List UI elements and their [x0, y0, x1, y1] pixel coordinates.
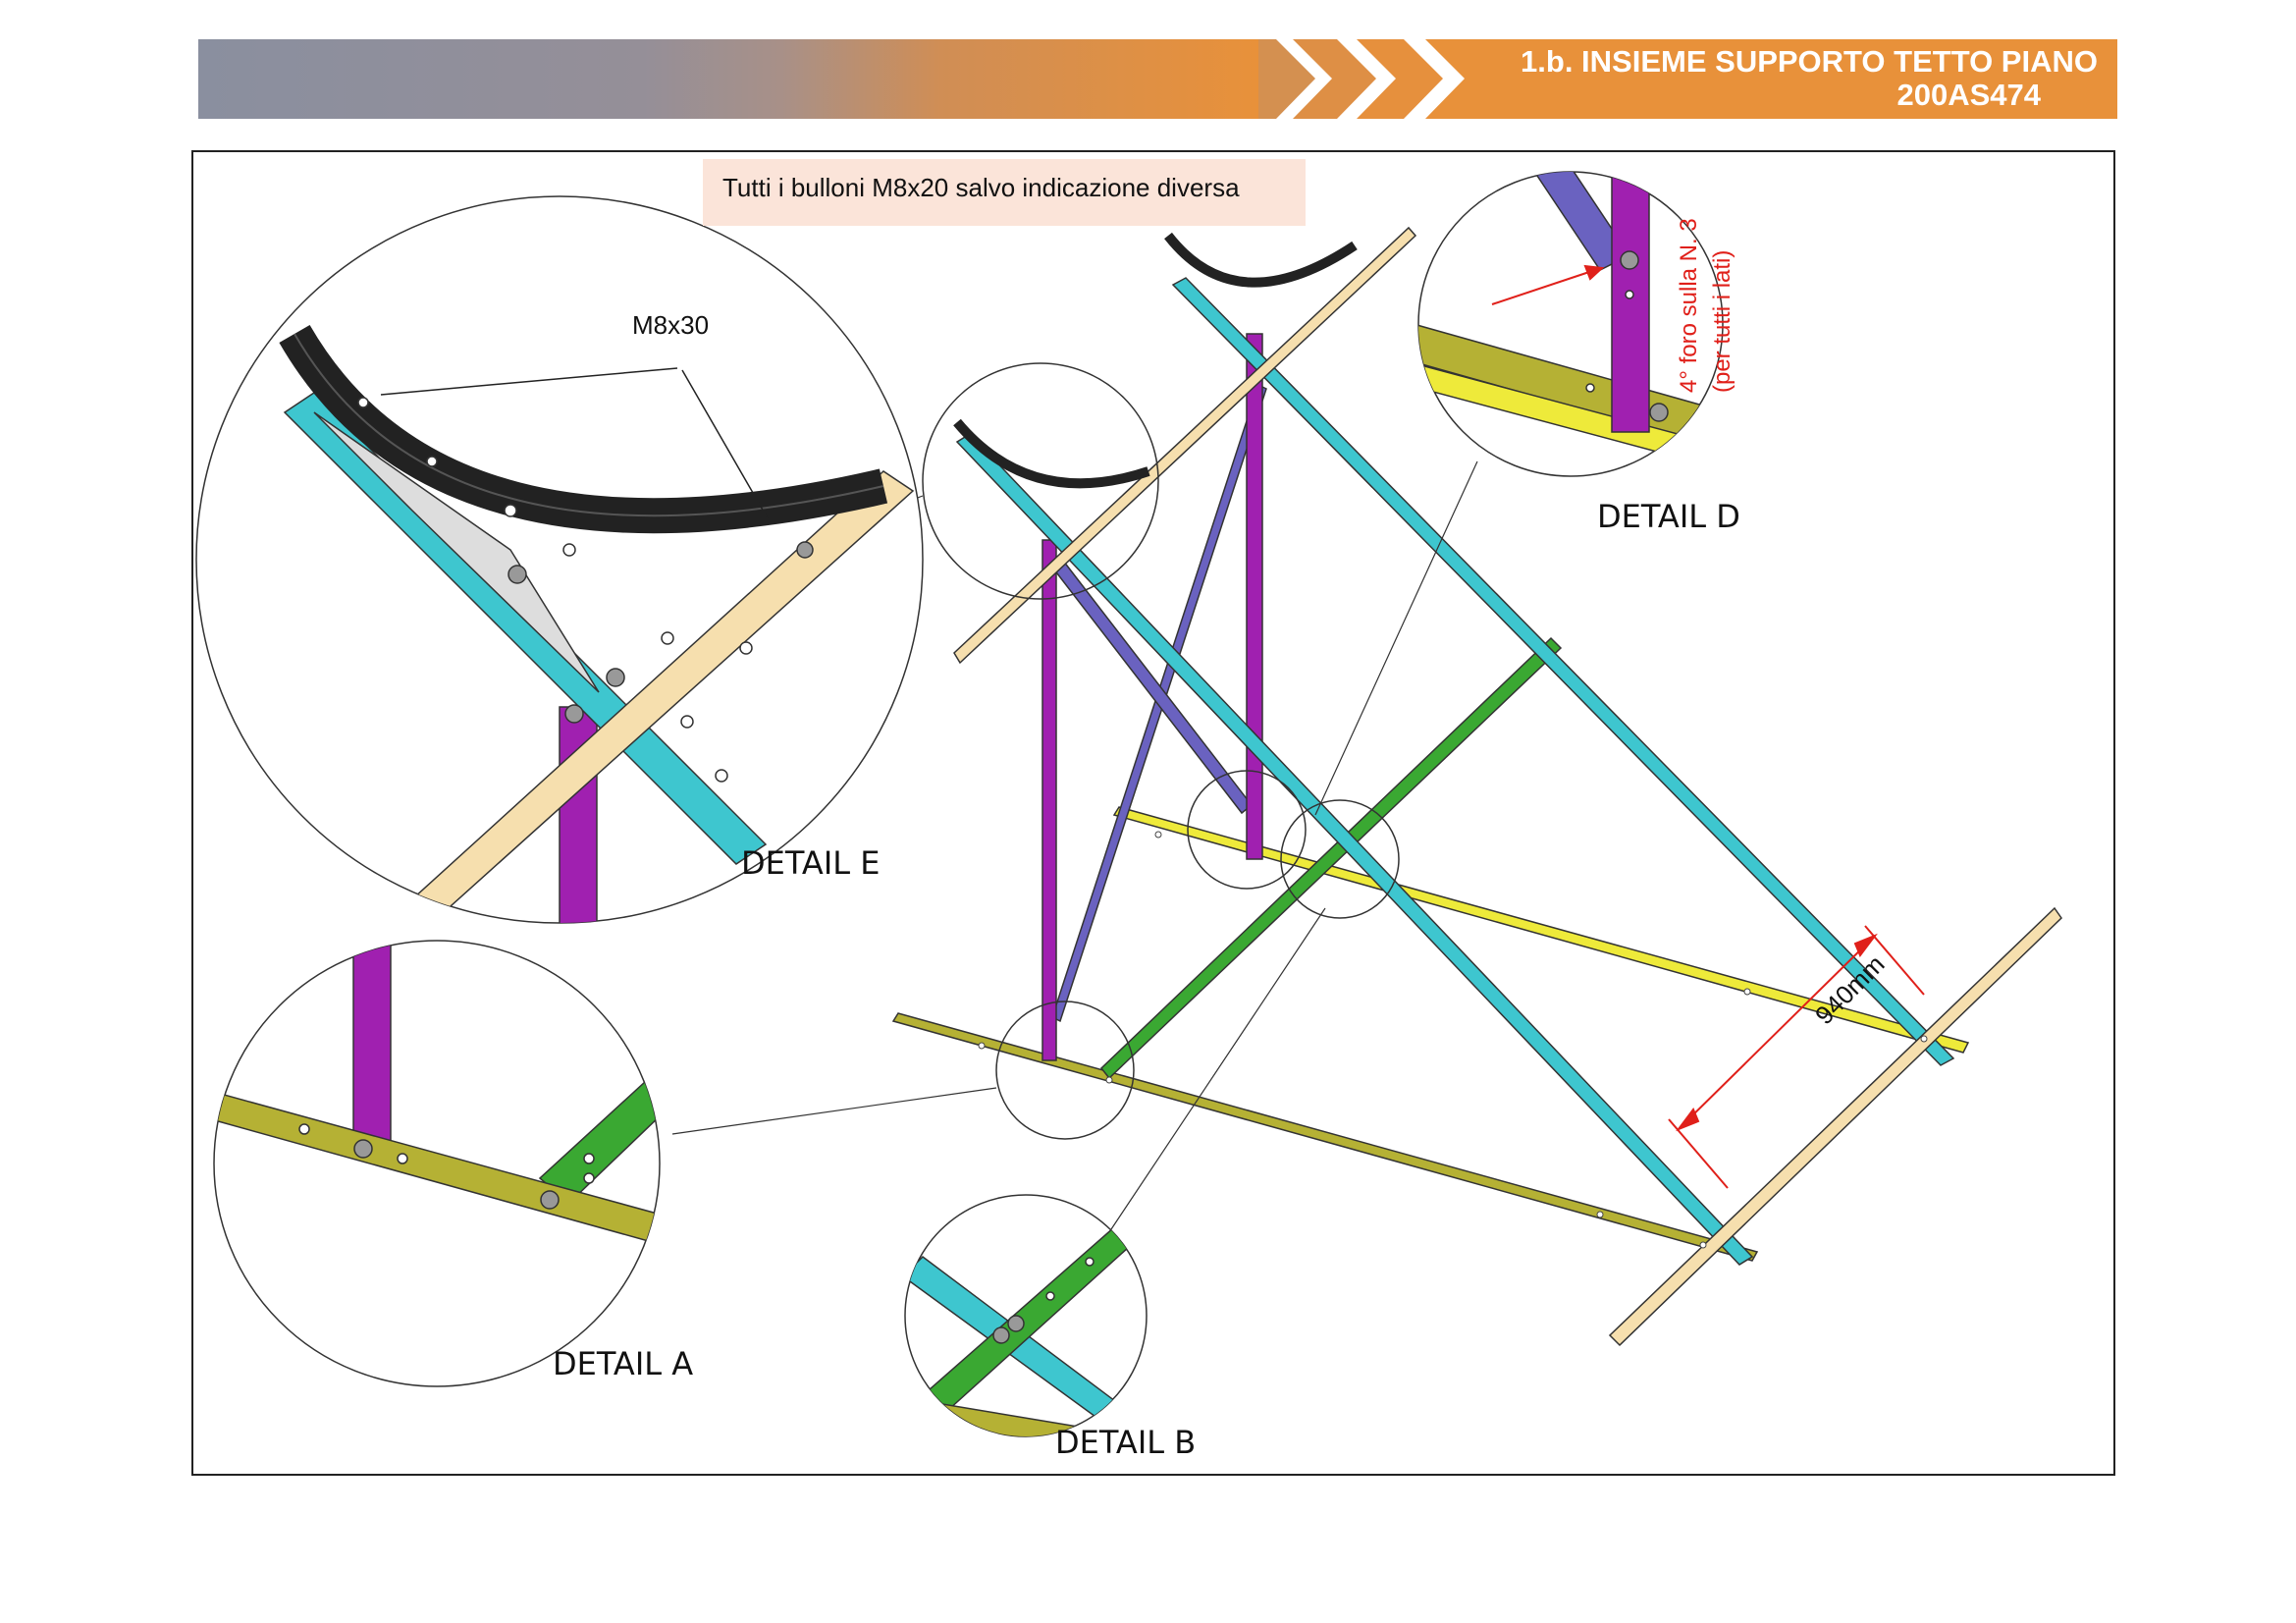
- detail-b-label: DETAIL B: [1055, 1424, 1196, 1461]
- curve-bracket-upper: [1164, 232, 1358, 288]
- drawing-frame: [191, 150, 2115, 1476]
- detail-d-label: DETAIL D: [1597, 498, 1740, 535]
- detail-d-view: [1417, 171, 1724, 477]
- green-brace: [1099, 636, 1563, 1080]
- detail-b-view: [904, 1194, 1148, 1437]
- violet-brace-2: [1048, 555, 1254, 815]
- detail-a-label: DETAIL A: [553, 1345, 693, 1382]
- hole-note-line-2: (per tutti i lati): [1709, 250, 1735, 393]
- tan-beam-upper: [953, 226, 1417, 665]
- title-line-2: 200AS474: [1896, 78, 2041, 112]
- curve-bracket-lower: [953, 418, 1150, 489]
- detail-e-label: DETAIL E: [741, 844, 880, 882]
- title-line-1: 1.b. INSIEME SUPPORTO TETTO PIANO: [1521, 44, 2098, 79]
- post-front: [1041, 539, 1057, 1061]
- detail-c-marker: [1187, 770, 1307, 890]
- header-banner: 1.b. INSIEME SUPPORTO TETTO PIANO 200AS4…: [198, 39, 2117, 119]
- detail-e-marker: [922, 362, 1159, 600]
- bolt-note: Tutti i bulloni M8x20 salvo indicazione …: [703, 159, 1306, 226]
- detail-b-marker: [1280, 799, 1400, 919]
- post-back: [1246, 333, 1263, 860]
- detail-e-view: [195, 195, 924, 924]
- page-title: 1.b. INSIEME SUPPORTO TETTO PIANO 200AS4…: [1521, 45, 2098, 112]
- cyan-beam-back: [1171, 277, 1955, 1066]
- bolt-callout-label: M8x30: [632, 310, 709, 340]
- detail-a-marker: [995, 1001, 1135, 1140]
- tan-beam-lower: [1608, 906, 2062, 1347]
- hole-note-line-1: 4° foro sulla N. 3: [1676, 218, 1702, 393]
- detail-a-view: [213, 940, 661, 1387]
